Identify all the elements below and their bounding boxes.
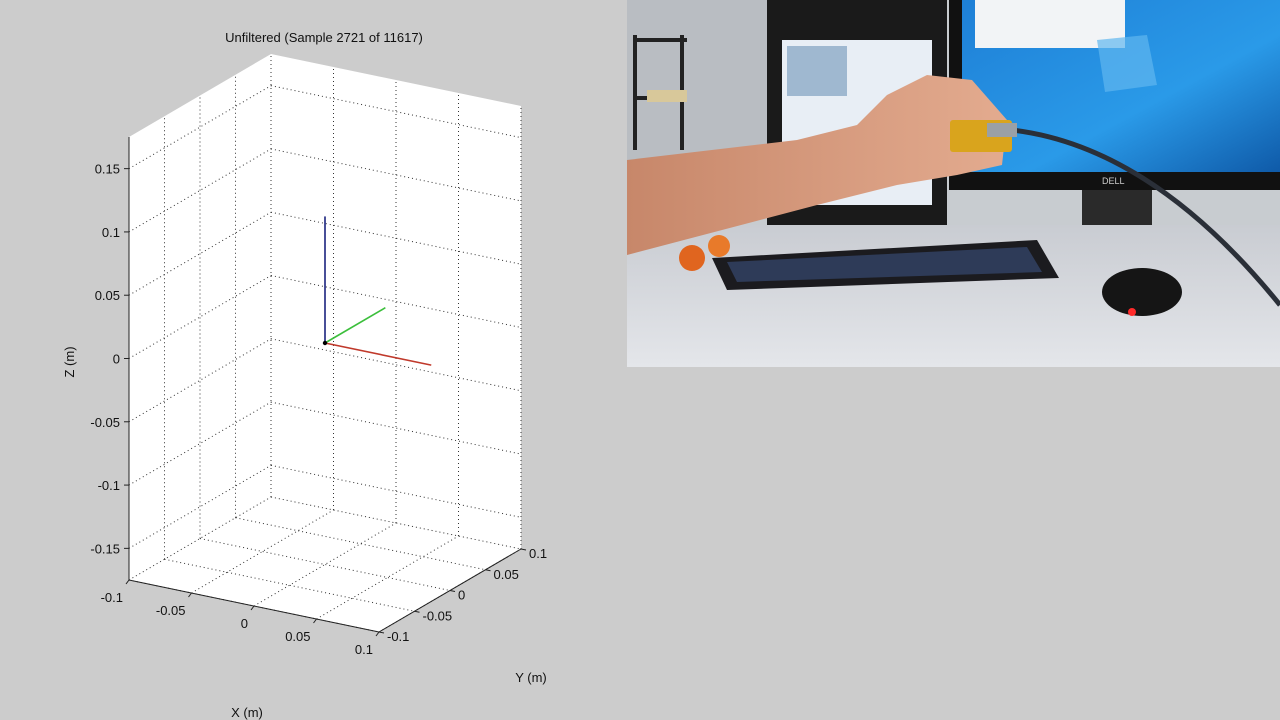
grid-line-y-floor (164, 558, 415, 612)
y-tick-mark (449, 590, 456, 592)
grid-line-y-floor (235, 517, 486, 571)
grid-line-z-back (270, 85, 522, 139)
keyboard-keys (727, 247, 1042, 282)
x-tick-label: -0.05 (156, 603, 186, 618)
y-tick-label: -0.05 (423, 608, 453, 623)
monitor-brand: DELL (1102, 176, 1125, 186)
z-tick-label: 0.15 (95, 162, 120, 177)
x-axis-label: X (m) (231, 705, 263, 720)
grid-line-z-back (270, 401, 522, 455)
plot-3d: Unfiltered (Sample 2721 of 11617) -0.1-0… (62, 30, 547, 720)
grid-line-y-floor (199, 538, 451, 591)
x-axis-ticks: -0.1 -0.05 0 0.05 0.1 (101, 579, 380, 657)
shelf-item (647, 90, 687, 102)
orange-object (708, 235, 730, 257)
x-tick-mark (188, 592, 192, 598)
left-monitor-window (787, 46, 847, 96)
series-line-y (324, 307, 386, 344)
x-tick-mark (313, 618, 317, 624)
x-tick-mark (250, 605, 255, 611)
y-tick-label: 0.1 (529, 546, 547, 561)
video-frame: DELL (627, 0, 1280, 367)
origin-point (322, 340, 328, 346)
side-wall-pane (129, 54, 271, 580)
x-tick-mark (125, 579, 130, 585)
x-tick-label: 0.05 (285, 629, 310, 644)
y-tick-mark (378, 631, 385, 634)
video-scene: DELL (627, 0, 1280, 367)
x-tick-label: 0 (241, 616, 248, 631)
z-tick-label: -0.15 (90, 541, 120, 556)
usb-plug (987, 123, 1017, 137)
computer-mouse (1102, 268, 1182, 316)
grid-line-z-back (270, 211, 522, 265)
series-line-x (324, 342, 432, 366)
usb-cable (1011, 127, 1280, 307)
shelf-background (627, 0, 767, 160)
z-tick-label: 0.05 (95, 288, 120, 303)
z-tick-label: 0 (113, 352, 120, 367)
mouse-led (1128, 308, 1136, 316)
y-axis-label: Y (m) (515, 670, 547, 685)
z-tick-label: 0.1 (102, 225, 120, 240)
grid-line-z-back (270, 464, 522, 518)
z-axis-ticks: -0.15 -0.1 -0.05 0 0.05 0.1 0.15 (90, 162, 129, 556)
series-lines (322, 216, 432, 366)
windows-logo (1097, 35, 1157, 92)
hand (627, 75, 1007, 255)
orange-object (679, 245, 705, 271)
x-tick-label: -0.1 (101, 590, 123, 605)
y-axis-ticks: -0.1 -0.05 0 0.05 0.1 (378, 546, 547, 644)
x-tick-mark (375, 631, 380, 637)
x-tick-label: 0.1 (355, 642, 373, 657)
grid-line-z-back (270, 338, 522, 392)
y-tick-mark (520, 548, 527, 551)
chart-title: Unfiltered (Sample 2721 of 11617) (225, 30, 423, 45)
floor-pane (129, 497, 521, 632)
grid-line-z-back (270, 275, 522, 328)
y-tick-label: -0.1 (387, 629, 409, 644)
y-tick-mark (485, 569, 491, 572)
z-tick-label: -0.1 (98, 478, 120, 493)
z-axis-label: Z (m) (62, 346, 77, 377)
grid-line-z-back (270, 148, 522, 202)
z-tick-label: -0.05 (90, 415, 120, 430)
grid-line-y-floor (270, 496, 522, 550)
grid (128, 54, 522, 633)
y-tick-mark (414, 610, 420, 613)
y-tick-label: 0 (458, 588, 465, 603)
y-tick-label: 0.05 (494, 567, 519, 582)
